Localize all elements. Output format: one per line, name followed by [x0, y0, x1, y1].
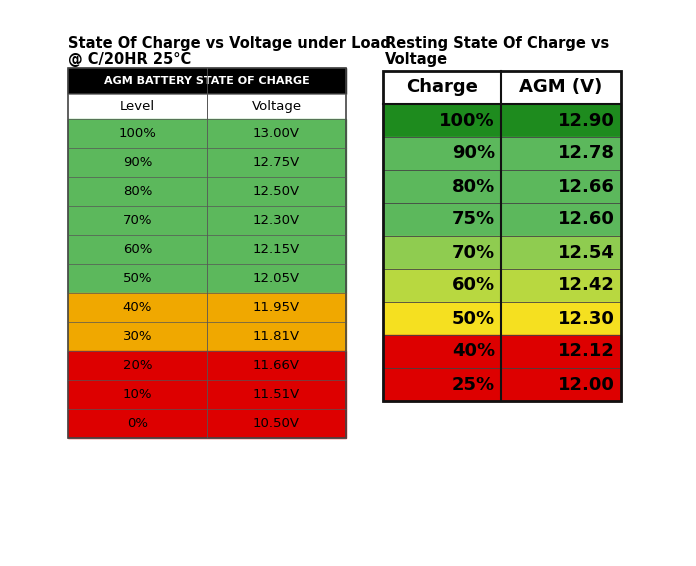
Text: State Of Charge vs Voltage under Load: State Of Charge vs Voltage under Load [68, 36, 391, 51]
Text: 40%: 40% [122, 301, 152, 314]
Bar [68, 409, 346, 438]
Text: 10%: 10% [122, 388, 152, 401]
Text: 12.66: 12.66 [558, 178, 615, 195]
Text: 12.15V: 12.15V [253, 243, 300, 256]
Text: 40%: 40% [452, 342, 495, 361]
Text: AGM BATTERY STATE OF CHARGE: AGM BATTERY STATE OF CHARGE [104, 76, 310, 86]
Text: 80%: 80% [122, 185, 152, 198]
Text: 0%: 0% [127, 417, 148, 430]
Bar [68, 177, 346, 206]
Bar [68, 148, 346, 177]
Text: 12.60: 12.60 [558, 211, 615, 229]
Bar [68, 68, 346, 94]
Text: 12.90: 12.90 [558, 112, 615, 130]
Bar [68, 293, 346, 322]
Text: 90%: 90% [452, 144, 495, 162]
Bar [68, 380, 346, 409]
Bar [68, 119, 346, 148]
Bar [383, 71, 621, 104]
Text: 20%: 20% [122, 359, 152, 372]
Text: 25%: 25% [452, 375, 495, 393]
Text: 12.05V: 12.05V [253, 272, 300, 285]
Bar [383, 368, 621, 401]
Text: 60%: 60% [122, 243, 152, 256]
Bar [383, 236, 621, 269]
Bar [68, 235, 346, 264]
Text: 60%: 60% [452, 277, 495, 294]
Bar [383, 269, 621, 302]
Bar [68, 264, 346, 293]
Bar [383, 302, 621, 335]
Text: 12.50V: 12.50V [253, 185, 300, 198]
Text: 12.75V: 12.75V [253, 156, 300, 169]
Text: 12.30V: 12.30V [253, 214, 300, 227]
Bar [383, 203, 621, 236]
Text: Level: Level [120, 100, 155, 113]
Bar [68, 351, 346, 380]
Bar [68, 322, 346, 351]
Text: 12.12: 12.12 [558, 342, 615, 361]
Text: Charge: Charge [406, 79, 478, 96]
Text: 90%: 90% [122, 156, 152, 169]
Text: 100%: 100% [439, 112, 495, 130]
Text: 30%: 30% [122, 330, 152, 343]
Text: 12.00: 12.00 [558, 375, 615, 393]
Text: 13.00V: 13.00V [253, 127, 300, 140]
Bar [383, 170, 621, 203]
Text: 12.78: 12.78 [558, 144, 615, 162]
Text: 80%: 80% [452, 178, 495, 195]
Text: 50%: 50% [122, 272, 152, 285]
Bar [383, 335, 621, 368]
Text: 70%: 70% [452, 243, 495, 261]
Text: 50%: 50% [452, 310, 495, 328]
Bar [68, 206, 346, 235]
Text: @ C/20HR 25°C: @ C/20HR 25°C [68, 52, 191, 67]
Text: Resting State Of Charge vs: Resting State Of Charge vs [385, 36, 609, 51]
Text: 100%: 100% [118, 127, 157, 140]
Text: 11.95V: 11.95V [253, 301, 300, 314]
Text: 12.42: 12.42 [558, 277, 615, 294]
Text: 11.66V: 11.66V [253, 359, 300, 372]
Text: Voltage: Voltage [251, 100, 301, 113]
Text: Voltage: Voltage [385, 52, 448, 67]
Text: 11.81V: 11.81V [253, 330, 300, 343]
Text: 10.50V: 10.50V [253, 417, 300, 430]
Text: AGM (V): AGM (V) [519, 79, 603, 96]
Text: 70%: 70% [122, 214, 152, 227]
Bar [68, 94, 346, 119]
Text: 12.30: 12.30 [558, 310, 615, 328]
Text: 11.51V: 11.51V [253, 388, 300, 401]
Text: 12.54: 12.54 [558, 243, 615, 261]
Bar [383, 137, 621, 170]
Bar [383, 104, 621, 137]
Text: 75%: 75% [452, 211, 495, 229]
